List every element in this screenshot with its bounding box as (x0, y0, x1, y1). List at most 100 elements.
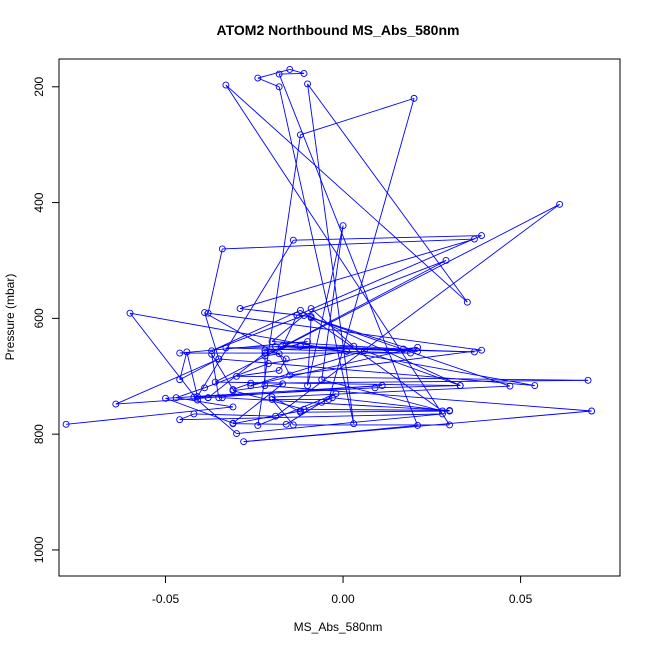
data-point (304, 382, 311, 389)
series-line-segment (303, 408, 450, 411)
data-point (254, 74, 262, 82)
series-line-segment (264, 345, 354, 351)
series-line-segment (225, 84, 468, 303)
series-line-segment (222, 397, 450, 411)
series-line-segment (300, 97, 415, 136)
data-point (218, 245, 226, 253)
series-line-segment (296, 235, 482, 316)
data-point (275, 350, 283, 358)
series-line-segment (204, 312, 220, 360)
data-point (588, 407, 596, 415)
series-line-segment (310, 317, 511, 387)
data-point (414, 347, 422, 355)
series-line-segment (307, 317, 312, 386)
data-point (414, 422, 422, 429)
data-point (378, 382, 386, 389)
data-point (506, 382, 514, 390)
series-line-segment (250, 379, 589, 384)
data-point (162, 394, 169, 402)
series-line-segment (243, 410, 592, 443)
data-point (254, 422, 262, 429)
data-point (307, 305, 315, 312)
data-point (289, 421, 297, 429)
data-point (350, 342, 358, 350)
series-line-segment (300, 401, 322, 412)
data-point (208, 350, 216, 358)
y-tick-label: 400 (32, 192, 46, 212)
series-line-segment (179, 413, 443, 421)
series-line-segment (232, 423, 287, 425)
series-line-segment (179, 351, 188, 380)
data-point (350, 420, 358, 428)
data-point (339, 222, 347, 230)
data-point (176, 416, 184, 424)
series-line-segment (289, 68, 305, 74)
data-point (293, 312, 301, 319)
y-tick-label: 800 (32, 424, 46, 444)
data-point (442, 257, 450, 264)
data-point (584, 376, 592, 384)
data-point (247, 379, 255, 387)
series-line-segment (271, 399, 294, 426)
series-line-segment (211, 260, 447, 352)
data-point (208, 347, 216, 355)
data-point (446, 407, 454, 415)
x-tick-label: -0.05 (152, 592, 180, 606)
series-line-segment (257, 77, 280, 88)
data-point (332, 390, 340, 398)
data-point (215, 394, 223, 402)
series-line-segment (310, 308, 355, 347)
data-layer (62, 65, 596, 446)
data-point (325, 395, 333, 403)
data-point (190, 410, 198, 418)
data-point (343, 347, 351, 355)
data-point (265, 360, 272, 367)
series-line-segment (307, 83, 468, 303)
series-line-segment (286, 393, 337, 425)
series-line-segment (278, 86, 355, 424)
series-line-segment (250, 350, 365, 386)
series-line-segment (232, 383, 283, 392)
series-line-segment (197, 399, 237, 434)
data-point (275, 83, 283, 91)
x-tick-label: 0.00 (331, 592, 355, 606)
y-axis: 200 400 600 800 1000 (32, 76, 60, 563)
series-line-segment (179, 341, 308, 354)
data-point (531, 382, 539, 389)
series-line-segment (257, 134, 301, 426)
data-point (126, 309, 134, 317)
data-point (296, 407, 304, 415)
data-point (282, 420, 290, 428)
series-line-segment (257, 393, 337, 426)
series-line-segment (293, 235, 482, 241)
data-point (201, 309, 209, 317)
data-point (268, 393, 276, 401)
series-line-segment (186, 351, 198, 397)
series-line-segment (264, 385, 592, 412)
data-point (229, 403, 237, 411)
series-line-segment (193, 413, 276, 417)
data-point (407, 349, 414, 357)
data-point (222, 344, 230, 352)
data-point (463, 298, 471, 306)
data-point (279, 342, 287, 350)
data-point (275, 70, 283, 78)
series-line-segment (236, 413, 443, 435)
data-point (328, 394, 336, 402)
series-line-segment (222, 238, 475, 250)
series-line-segment (239, 238, 475, 309)
data-point (296, 306, 304, 314)
series-line-segment (232, 383, 283, 424)
data-point (399, 345, 407, 353)
data-point (286, 65, 294, 73)
data-point (190, 393, 198, 401)
series-line-segment (278, 73, 419, 426)
data-point (470, 348, 478, 356)
chart-title: ATOM2 Northbound MS_Abs_580nm (217, 22, 460, 38)
series-line-segment (300, 309, 443, 412)
series-line-segment (282, 315, 298, 346)
series-line-segment (264, 260, 447, 357)
data-point (272, 412, 280, 420)
data-point (286, 371, 294, 379)
series-line-segment (208, 312, 482, 351)
